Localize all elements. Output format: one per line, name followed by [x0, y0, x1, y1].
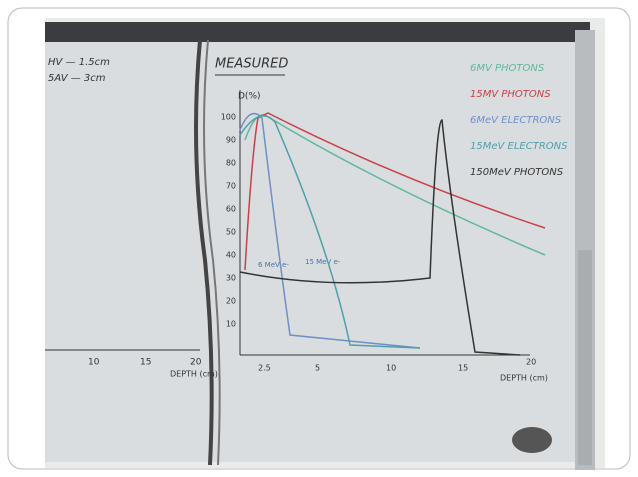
tick-label: 15	[140, 358, 151, 368]
margin-line	[203, 39, 221, 466]
tick-label: 40	[226, 251, 236, 260]
legend-entry: 150MeV PHOTONS	[470, 167, 564, 178]
tick-label: 20	[526, 358, 536, 367]
tick-label: 10	[386, 364, 396, 373]
legend-entry: 15MeV ELECTRONS	[470, 141, 568, 152]
curve-label: 6 MeV e-	[258, 261, 289, 269]
wall-top	[45, 22, 590, 42]
heading: MEASURED	[215, 57, 288, 72]
tick-label: 20	[190, 358, 202, 368]
tick-label: 60	[226, 205, 236, 214]
curve	[244, 112, 546, 271]
tick-label: 50	[226, 228, 236, 237]
note: HV — 1.5cm	[48, 57, 110, 68]
margin-line	[194, 39, 214, 466]
tick-label: 30	[226, 274, 236, 283]
tick-label: 100	[221, 113, 236, 122]
tick-label: 2.5	[258, 364, 271, 373]
tick-label: 70	[226, 182, 236, 191]
curve	[239, 119, 521, 356]
curve	[244, 113, 546, 256]
tick-label: 5	[315, 364, 320, 373]
curve	[239, 115, 421, 349]
note: 5AV — 3cm	[48, 73, 106, 84]
tick-label: 10	[88, 358, 100, 368]
legend-entry: 6MeV ELECTRONS	[470, 115, 562, 126]
axis-label: DEPTH (cm)	[500, 374, 548, 383]
curve-label: 15 MeV e-	[305, 258, 341, 266]
tick-label: 10	[226, 320, 236, 329]
stand	[578, 250, 592, 465]
tick-label: 80	[226, 159, 236, 168]
eraser	[512, 427, 552, 453]
legend-entry: 6MV PHOTONS	[470, 63, 545, 74]
legend-entry: 15MV PHOTONS	[470, 89, 551, 100]
whiteboard	[45, 22, 590, 462]
axis-label: D(%)	[238, 92, 261, 102]
axis-label: DEPTH (cm)	[170, 370, 218, 379]
tick-label: 90	[226, 136, 236, 145]
tick-label: 20	[226, 297, 236, 306]
tick-label: 15	[458, 364, 468, 373]
curve	[239, 112, 421, 349]
